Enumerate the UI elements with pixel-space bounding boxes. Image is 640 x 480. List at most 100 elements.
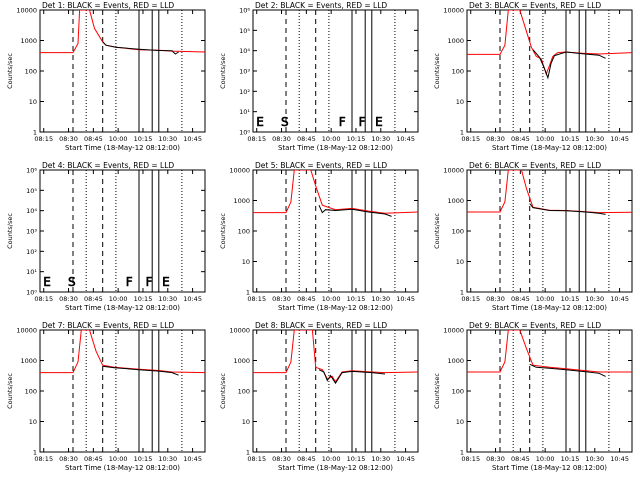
panel-title: Det 1: BLACK = Events, RED = LLD bbox=[42, 1, 174, 10]
panel-det9: Det 9: BLACK = Events, RED = LLD 1 10 100 10… bbox=[433, 321, 633, 472]
x-tick-label: 08:45 bbox=[297, 295, 316, 303]
lld-series-line bbox=[467, 330, 632, 373]
y-axis-label: Counts/sec bbox=[6, 213, 14, 249]
events-series-line bbox=[102, 41, 179, 55]
x-tick-label: 08:15 bbox=[34, 135, 53, 143]
flag-letter: S bbox=[281, 115, 289, 129]
panel-det7: Det 7: BLACK = Events, RED = LLD 1 10 100 10… bbox=[6, 321, 206, 472]
panel-title: Det 5: BLACK = Events, RED = LLD bbox=[255, 161, 387, 170]
x-tick-label: 08:15 bbox=[247, 455, 266, 463]
flag-letter: E bbox=[162, 275, 170, 289]
y-tick-label: 10⁴ bbox=[26, 207, 37, 215]
y-tick-label: 100 bbox=[452, 388, 464, 396]
x-axis-label: Start Time (18-May-12 08:12:00) bbox=[492, 144, 607, 152]
y-axis-label: Counts/sec bbox=[219, 373, 227, 409]
y-tick-label: 100 bbox=[25, 68, 37, 76]
x-tick-label: 08:45 bbox=[511, 135, 530, 143]
y-axis-label: Counts/sec bbox=[433, 213, 441, 249]
panel-title: Det 8: BLACK = Events, RED = LLD bbox=[255, 321, 387, 330]
y-tick-label: 10 bbox=[456, 98, 464, 106]
x-tick-label: 10:15 bbox=[561, 455, 580, 463]
panel-title: Det 2: BLACK = Events, RED = LLD bbox=[255, 1, 387, 10]
x-tick-label: 08:15 bbox=[461, 135, 480, 143]
y-tick-label: 10 bbox=[456, 418, 464, 426]
y-tick-label: 10⁶ bbox=[239, 7, 250, 15]
y-tick-label: 10000 bbox=[16, 7, 37, 15]
flag-letter: E bbox=[375, 115, 383, 129]
x-tick-label: 08:15 bbox=[247, 295, 266, 303]
x-tick-label: 10:45 bbox=[396, 135, 415, 143]
x-axis-label: Start Time (18-May-12 08:12:00) bbox=[492, 304, 607, 312]
y-tick-label: 1000 bbox=[447, 197, 464, 205]
y-axis-label: Counts/sec bbox=[219, 53, 227, 89]
plot-frame bbox=[39, 9, 206, 133]
plot-frame bbox=[39, 169, 206, 293]
y-tick-label: 1 bbox=[460, 449, 464, 457]
x-tick-label: 10:45 bbox=[610, 135, 629, 143]
x-tick-label: 10:00 bbox=[109, 295, 128, 303]
y-tick-label: 100 bbox=[452, 68, 464, 76]
y-tick-label: 1 bbox=[246, 289, 250, 297]
y-tick-label: 1000 bbox=[233, 197, 250, 205]
y-axis-label: Counts/sec bbox=[6, 53, 14, 89]
plot-frame bbox=[252, 169, 419, 293]
y-tick-label: 1 bbox=[33, 129, 37, 137]
panel-title: Det 7: BLACK = Events, RED = LLD bbox=[42, 321, 174, 330]
lld-series-line bbox=[467, 10, 632, 76]
x-tick-label: 08:30 bbox=[59, 455, 78, 463]
x-tick-label: 10:15 bbox=[134, 455, 153, 463]
y-tick-label: 10³ bbox=[239, 68, 250, 76]
x-tick-label: 10:45 bbox=[610, 295, 629, 303]
flag-letter: F bbox=[126, 275, 133, 289]
y-tick-label: 10 bbox=[29, 98, 37, 106]
x-tick-label: 08:45 bbox=[511, 295, 530, 303]
panel-det1: Det 1: BLACK = Events, RED = LLD 1 10 100 10… bbox=[6, 1, 206, 152]
y-tick-label: 1000 bbox=[447, 37, 464, 45]
panel-title: Det 3: BLACK = Events, RED = LLD bbox=[469, 1, 601, 10]
y-tick-label: 10000 bbox=[229, 167, 250, 175]
plot-frame bbox=[466, 329, 633, 453]
y-tick-label: 10 bbox=[456, 258, 464, 266]
y-tick-label: 10 bbox=[29, 418, 37, 426]
x-tick-label: 08:45 bbox=[84, 295, 103, 303]
x-tick-label: 10:15 bbox=[134, 135, 153, 143]
panel-det6: Det 6: BLACK = Events, RED = LLD 1 10 100 10… bbox=[433, 161, 633, 312]
y-tick-label: 10000 bbox=[16, 327, 37, 335]
flag-letter: S bbox=[68, 275, 76, 289]
y-tick-label: 1 bbox=[33, 449, 37, 457]
lld-series-line bbox=[253, 170, 418, 214]
y-axis-label: Counts/sec bbox=[433, 53, 441, 89]
y-tick-label: 1000 bbox=[20, 37, 37, 45]
x-tick-label: 08:15 bbox=[461, 455, 480, 463]
panel-det2: Det 2: BLACK = Events, RED = LLD 10⁰ 10¹ 10… bbox=[219, 1, 419, 152]
y-tick-label: 10⁵ bbox=[26, 187, 37, 195]
y-tick-label: 10⁰ bbox=[26, 289, 37, 297]
plot-frame bbox=[252, 329, 419, 453]
x-tick-label: 08:30 bbox=[486, 295, 505, 303]
x-tick-label: 08:30 bbox=[59, 295, 78, 303]
x-tick-label: 08:30 bbox=[272, 135, 291, 143]
x-tick-label: 10:00 bbox=[109, 135, 128, 143]
x-tick-label: 10:45 bbox=[183, 135, 202, 143]
events-series-line bbox=[318, 204, 392, 217]
x-tick-label: 10:15 bbox=[561, 135, 580, 143]
y-axis-label: Counts/sec bbox=[219, 213, 227, 249]
y-tick-label: 10⁵ bbox=[239, 27, 250, 35]
x-axis-label: Start Time (18-May-12 08:12:00) bbox=[65, 304, 180, 312]
events-series-line bbox=[532, 49, 606, 80]
y-tick-label: 10000 bbox=[229, 327, 250, 335]
x-tick-label: 10:00 bbox=[109, 455, 128, 463]
y-tick-label: 100 bbox=[238, 388, 250, 396]
x-tick-label: 10:00 bbox=[322, 455, 341, 463]
y-tick-label: 1 bbox=[246, 449, 250, 457]
y-tick-label: 10¹ bbox=[239, 108, 250, 116]
y-tick-label: 1 bbox=[460, 129, 464, 137]
x-axis-label: Start Time (18-May-12 08:12:00) bbox=[278, 464, 393, 472]
x-tick-label: 10:30 bbox=[585, 295, 604, 303]
x-tick-label: 10:00 bbox=[536, 295, 555, 303]
x-tick-label: 10:30 bbox=[158, 455, 177, 463]
panel-det3: Det 3: BLACK = Events, RED = LLD 1 10 100 10… bbox=[433, 1, 633, 152]
y-tick-label: 1000 bbox=[20, 357, 37, 365]
x-tick-label: 10:30 bbox=[158, 135, 177, 143]
panel-title: Det 6: BLACK = Events, RED = LLD bbox=[469, 161, 601, 170]
